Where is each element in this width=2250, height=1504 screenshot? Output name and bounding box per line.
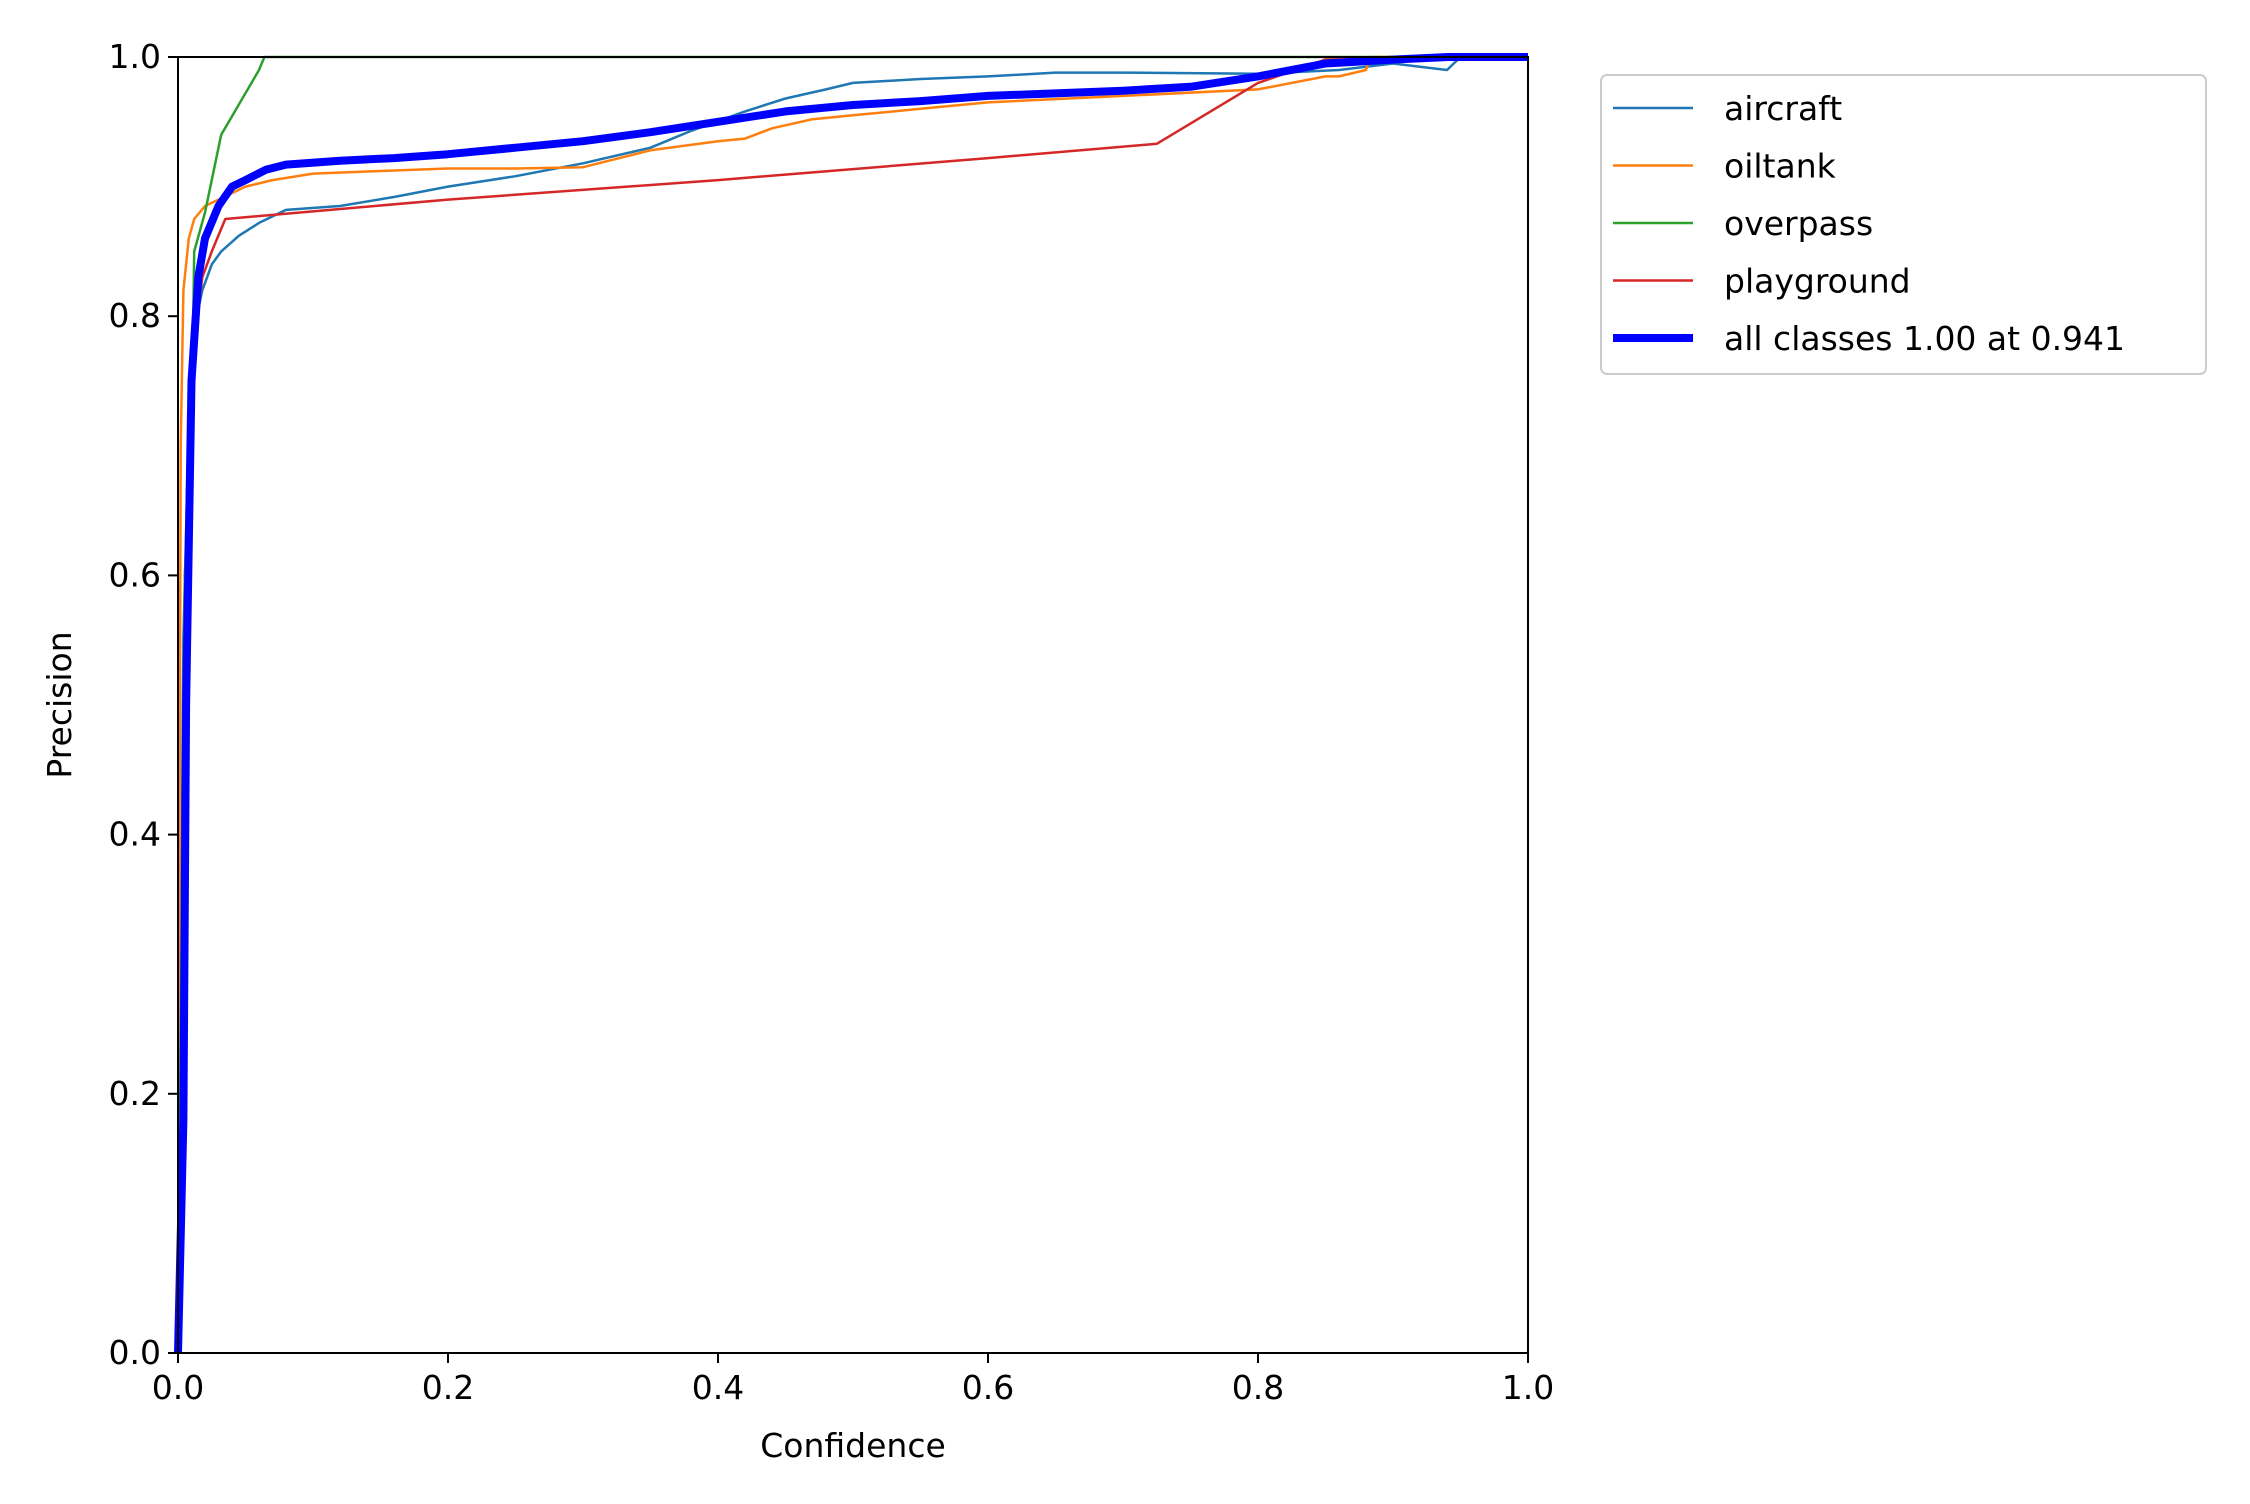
- series-line-all: [174, 53, 1528, 1354]
- x-tick-label: 1.0: [1502, 1368, 1554, 1407]
- series-layer: [174, 53, 1529, 1354]
- legend: aircraft oiltank overpass playground all cla…: [1600, 74, 2207, 375]
- x-tick-label: 0.2: [422, 1368, 474, 1407]
- legend-label: aircraft: [1724, 89, 1842, 128]
- legend-label: playground: [1724, 262, 1911, 301]
- x-tick-label: 0.4: [692, 1368, 744, 1407]
- y-tick-label: 0.8: [109, 296, 161, 335]
- y-tick-label: 1.0: [109, 37, 161, 76]
- x-axis-ticks: 0.0 0.2 0.4 0.6 0.8 1.0: [152, 1353, 1554, 1407]
- y-tick-label: 0.4: [109, 815, 161, 854]
- legend-box: [1600, 74, 2207, 375]
- series-line-overpass: [176, 55, 1528, 1354]
- series-line-aircraft: [176, 55, 1528, 1354]
- y-axis-label: Precision: [40, 631, 79, 778]
- y-tick-label: 0.6: [109, 555, 161, 594]
- y-tick-label: 0.2: [109, 1074, 161, 1113]
- plot-frame: [177, 56, 1529, 1354]
- x-tick-label: 0.8: [1232, 1368, 1284, 1407]
- x-tick-label: 0.6: [962, 1368, 1014, 1407]
- series-line-oiltank: [176, 55, 1528, 1354]
- y-axis-ticks: 0.0 0.2 0.4 0.6 0.8 1.0: [109, 37, 178, 1372]
- x-axis-label: Confidence: [760, 1426, 946, 1465]
- legend-items: aircraft oiltank overpass playground all cla…: [1613, 89, 2125, 358]
- x-tick-label: 0.0: [152, 1368, 204, 1407]
- legend-label: all classes 1.00 at 0.941: [1724, 319, 2125, 358]
- series-line-playground: [176, 55, 1529, 1354]
- legend-label: overpass: [1724, 204, 1873, 243]
- y-tick-label: 0.0: [109, 1333, 161, 1372]
- legend-label: oiltank: [1724, 147, 1837, 186]
